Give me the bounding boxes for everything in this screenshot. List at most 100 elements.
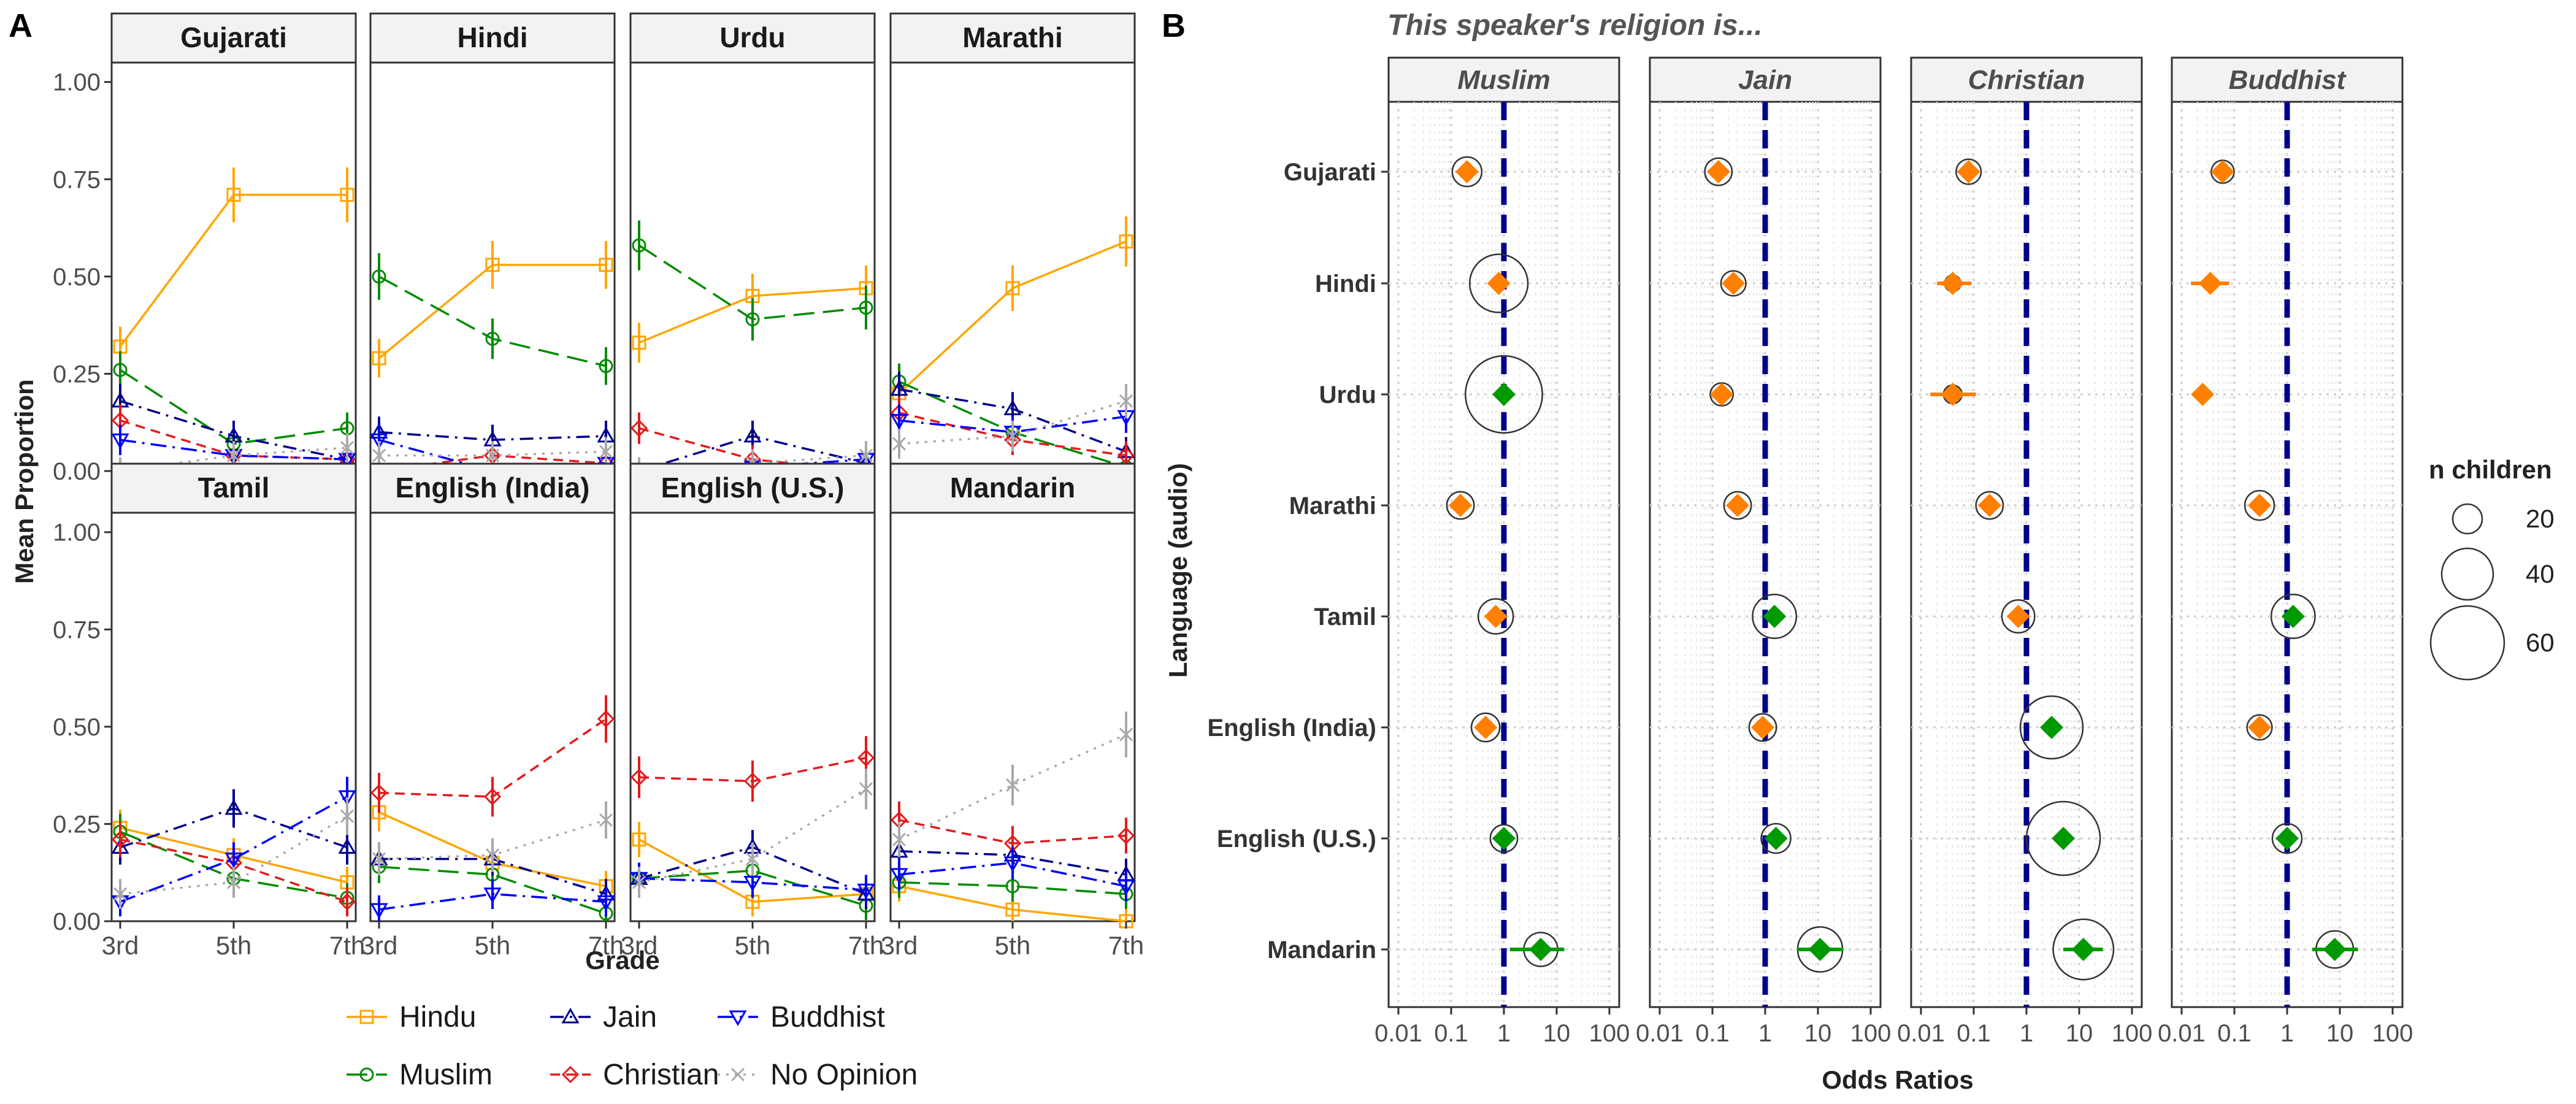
data-point (890, 868, 908, 884)
legend-item-jain: Jain (550, 1001, 657, 1033)
y-tick-label: 0.25 (53, 811, 101, 838)
data-point (743, 426, 762, 443)
odds-ratio-marker (2248, 494, 2272, 517)
series-no-opinion (372, 437, 613, 470)
point-urdu (2191, 383, 2215, 406)
legend-label: Buddhist (770, 1001, 885, 1033)
facet-strip (889, 462, 1136, 514)
sample-size-circle (1723, 491, 1752, 520)
data-point (632, 335, 646, 350)
x-tick-label: 0.1 (1957, 1020, 1991, 1047)
point-english-india (2019, 695, 2084, 760)
odds-ratio-marker (1449, 494, 1473, 517)
point-english-india (1748, 713, 1777, 742)
point-urdu (1709, 382, 1734, 407)
odds-ratio-marker (2191, 383, 2215, 406)
point-hindi (1469, 253, 1529, 313)
point-tamil (2001, 599, 2036, 634)
x-tick-label: 5th (475, 931, 510, 960)
sample-size-circle (1470, 712, 1501, 743)
panel-b-odds-ratio-chart: This speaker's religion is... Muslim 0.01… (1163, 9, 2555, 1094)
data-point (599, 445, 613, 459)
legend-key-marker (729, 1010, 747, 1027)
series-buddhist (890, 846, 1135, 902)
x-tick-label: 5th (216, 931, 251, 960)
odds-ratio-marker (1764, 827, 1788, 850)
series-christian (370, 695, 615, 817)
point-tamil (1752, 594, 1798, 639)
x-tick-label: 0.01 (1636, 1020, 1684, 1047)
data-point (224, 853, 243, 868)
sample-size-circle (2019, 695, 2084, 760)
legend-key-marker (359, 1010, 374, 1024)
data-point (372, 448, 386, 462)
data-point (1005, 778, 1020, 792)
x-tick-label: 100 (2112, 1020, 2153, 1047)
sample-size-circle (1760, 822, 1792, 854)
series-muslim (372, 253, 613, 385)
data-point (340, 188, 355, 202)
legend-item-no-opinion: No Opinion (718, 1059, 918, 1091)
x-tick-label: 3rd (361, 931, 398, 960)
size-legend-label: 40 (2526, 559, 2555, 588)
point-mandarin (1509, 932, 1565, 967)
facet-panel (110, 61, 357, 472)
legend-label: Christian (603, 1059, 719, 1091)
data-point (338, 790, 356, 807)
data-point (1117, 827, 1135, 845)
odds-ratio-marker (2198, 272, 2222, 295)
sample-size-circle (1975, 491, 2004, 520)
facet-jain: Jain 0.01 0.1 1 10 100 (1636, 56, 1891, 1047)
odds-ratio-marker (2323, 938, 2347, 961)
odds-ratio-marker (2210, 160, 2234, 183)
facet-strip (369, 462, 616, 514)
data-point (485, 448, 500, 462)
data-point (111, 433, 129, 450)
facet-strip-label: Christian (1968, 65, 2085, 95)
facet-strip (629, 462, 876, 514)
series-line (899, 881, 1127, 895)
data-point (372, 351, 386, 366)
odds-ratio-marker (1941, 383, 1965, 406)
data-point (485, 848, 500, 862)
facet-marathi: Marathi (889, 12, 1136, 475)
sample-size-circle (1446, 491, 1475, 520)
data-point (892, 832, 907, 846)
size-legend: n children 20 40 60 (2429, 455, 2555, 681)
facet-mandarin: Mandarin (889, 462, 1136, 929)
data-point (338, 893, 356, 911)
x-tick-label: 1 (1758, 1020, 1772, 1047)
point-english-u-s (2025, 800, 2101, 876)
legend-label: Hindu (399, 1001, 476, 1033)
y-tick-label: 1.00 (53, 519, 101, 546)
data-point (340, 440, 355, 455)
language-label: Tamil (1314, 604, 1376, 631)
facet-tamil: Tamil (110, 462, 357, 922)
data-point (857, 883, 875, 900)
x-tick-label: 0.01 (1374, 1020, 1422, 1047)
data-point (1119, 234, 1133, 249)
data-point (743, 772, 762, 790)
series-line (899, 862, 1127, 887)
y-tick-label: 0.75 (53, 616, 101, 643)
language-label: Hindi (1315, 270, 1376, 297)
facet-strip-label: Mandarin (950, 472, 1075, 504)
x-tick-label: 100 (1589, 1020, 1630, 1047)
x-tick-label: 3rd (102, 931, 139, 960)
sample-size-circle (1720, 270, 1747, 297)
legend-item-buddhist: Buddhist (718, 1001, 885, 1033)
sample-size-circle (2270, 594, 2316, 639)
sample-size-circle (1752, 594, 1798, 639)
y-tick-label: 1.00 (53, 69, 101, 96)
panel-a-line-chart: Gujarati Hindi Urdu Marathi Tamil English (In… (10, 12, 1144, 1091)
point-hindi (2191, 272, 2229, 295)
facet-strip-label: English (India) (396, 472, 590, 504)
legend-item-muslim: Muslim (347, 1059, 493, 1091)
point-mandarin (2312, 930, 2358, 969)
facet-buddhist: Buddhist 0.01 0.1 1 10 100 (2158, 56, 2413, 1047)
series-no-opinion (113, 797, 355, 910)
data-point (630, 420, 648, 437)
series-line (120, 795, 348, 903)
